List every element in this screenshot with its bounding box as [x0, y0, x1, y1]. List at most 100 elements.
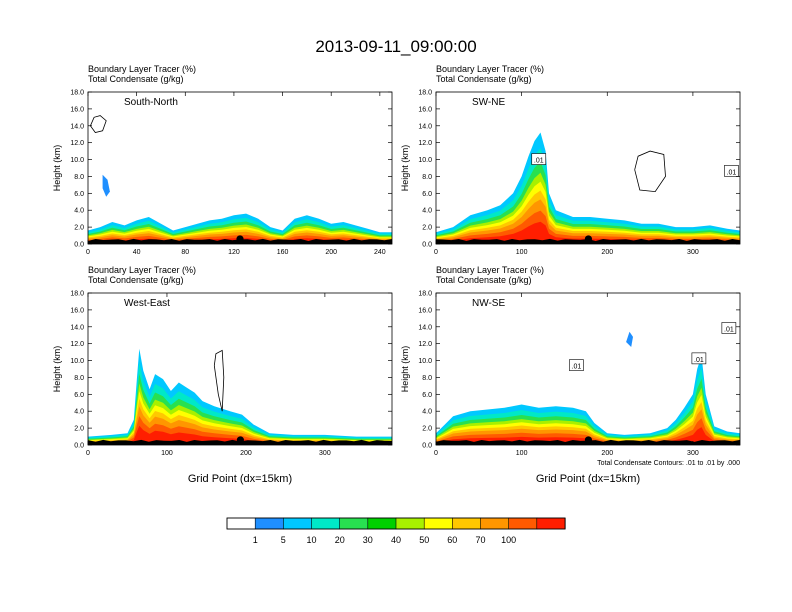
y-tick-label: 2.0	[422, 225, 432, 232]
x-tick-label: 100	[516, 450, 528, 457]
colorbar-level-label: 30	[363, 535, 373, 545]
x-tick-label: 300	[687, 249, 699, 256]
contour-label: .01	[572, 364, 582, 371]
subtitle-tracer: Boundary Layer Tracer (%)	[88, 64, 196, 74]
y-tick-label: 10.0	[70, 358, 84, 365]
colorbar-swatch	[508, 517, 538, 530]
colorbar-swatch	[311, 517, 341, 530]
subtitle-condensate: Total Condensate (g/kg)	[88, 74, 184, 84]
colorbar-swatch	[254, 517, 284, 530]
subtitle-condensate: Total Condensate (g/kg)	[88, 275, 184, 285]
plot-frame	[435, 292, 741, 446]
y-tick-label: 14.0	[70, 324, 84, 331]
condensate-contour-0	[90, 115, 107, 133]
colorbar-level-label: 20	[335, 535, 345, 545]
x-tick-label: 0	[434, 450, 438, 457]
contour-label: .01	[534, 158, 544, 165]
colorbar-level-label: 1	[253, 535, 258, 545]
y-tick-label: 16.0	[418, 307, 432, 314]
contour-label-box	[531, 153, 547, 165]
y-tick-label: 12.0	[418, 140, 432, 147]
y-tick-label: 2.0	[74, 225, 84, 232]
chart-panel-sw-ne: .01 .01 0.0 2.0 4.0 6.0 8.0 10.0 12.0 14.0 16.0 18.…	[400, 64, 741, 256]
x-axis-label: Grid Point (dx=15km)	[536, 473, 640, 485]
x-tick-label: 40	[133, 249, 141, 256]
location-marker	[236, 235, 244, 243]
x-tick-label: 80	[181, 249, 189, 256]
y-tick-label: 14.0	[70, 123, 84, 130]
y-tick-label: 0.0	[422, 242, 432, 249]
y-tick-label: 8.0	[74, 375, 84, 382]
y-tick-label: 16.0	[70, 106, 84, 113]
y-tick-label: 16.0	[418, 106, 432, 113]
y-tick-label: 18.0	[418, 90, 432, 97]
colorbar-level-label: 5	[281, 535, 286, 545]
x-tick-label: 100	[161, 450, 173, 457]
location-marker	[584, 235, 593, 243]
x-tick-label: 300	[319, 450, 331, 457]
location-marker	[236, 436, 244, 444]
panel-label: West-East	[124, 298, 170, 309]
contour-label-box	[691, 352, 707, 365]
y-tick-label: 6.0	[422, 191, 432, 198]
x-tick-label: 300	[687, 450, 699, 457]
y-tick-label: 2.0	[74, 426, 84, 433]
colorbar-level-label: 40	[391, 535, 401, 545]
plot-frame	[87, 91, 393, 245]
tracer-band-8	[436, 427, 740, 445]
colorbar-swatch	[423, 517, 454, 530]
y-tick-label: 12.0	[70, 140, 84, 147]
x-tick-label: 160	[277, 249, 289, 256]
y-tick-label: 8.0	[422, 375, 432, 382]
y-tick-label: 10.0	[418, 358, 432, 365]
footnote: Total Condensate Contours: .01 to .01 by…	[597, 460, 740, 467]
y-axis-label: Height (km)	[400, 145, 410, 192]
plot-area	[436, 92, 740, 244]
y-axis-label: Height (km)	[400, 346, 410, 393]
plot-area	[436, 293, 740, 445]
x-tick-label: 200	[601, 450, 613, 457]
colorbar-swatch	[367, 517, 397, 530]
chart-panel-south-north: 0.0 2.0 4.0 6.0 8.0 10.0 12.0 14.0 16.0 18.0 0 40 80…	[52, 64, 393, 256]
x-tick-label: 200	[325, 249, 337, 256]
y-tick-label: 6.0	[74, 191, 84, 198]
y-tick-label: 10.0	[418, 157, 432, 164]
x-tick-label: 200	[601, 249, 613, 256]
y-tick-label: 8.0	[422, 174, 432, 181]
condensate-contour-0	[634, 150, 666, 193]
colorbar-swatch	[282, 517, 313, 530]
y-tick-label: 0.0	[74, 242, 84, 249]
plot-area	[88, 293, 392, 445]
contour-label-box	[569, 359, 584, 371]
y-tick-label: 12.0	[70, 341, 84, 348]
colorbar-level-label: 60	[447, 535, 457, 545]
colorbar-swatch	[339, 517, 369, 530]
y-tick-label: 18.0	[70, 291, 84, 298]
x-tick-label: 0	[86, 249, 90, 256]
tracer-blob-0	[626, 331, 633, 347]
panel-label: SW-NE	[472, 97, 505, 108]
chart-panel-west-east: 0.0 2.0 4.0 6.0 8.0 10.0 12.0 14.0 16.0 18.0 0 100 2…	[52, 265, 393, 485]
y-tick-label: 2.0	[422, 426, 432, 433]
y-tick-label: 6.0	[422, 392, 432, 399]
y-tick-label: 4.0	[422, 409, 432, 416]
condensate-contour-0	[213, 349, 225, 412]
contour-label: .01	[694, 357, 704, 364]
y-tick-label: 14.0	[418, 123, 432, 130]
contour-label: .01	[724, 326, 734, 333]
plot-frame	[435, 91, 741, 245]
colorbar-level-label: 10	[306, 535, 316, 545]
y-axis-label: Height (km)	[52, 346, 62, 393]
x-tick-label: 240	[374, 249, 386, 256]
y-tick-label: 4.0	[74, 208, 84, 215]
colorbar-level-label: 70	[475, 535, 485, 545]
plot-area	[88, 92, 392, 244]
x-axis-label: Grid Point (dx=15km)	[188, 473, 292, 485]
colorbar-swatch	[480, 517, 510, 530]
location-marker	[584, 436, 593, 444]
subtitle-condensate: Total Condensate (g/kg)	[436, 275, 532, 285]
tracer-band-8	[88, 425, 392, 445]
panels: 0.0 2.0 4.0 6.0 8.0 10.0 12.0 14.0 16.0 18.0 0 40 80…	[52, 64, 741, 485]
colorbar-swatch	[451, 517, 482, 530]
